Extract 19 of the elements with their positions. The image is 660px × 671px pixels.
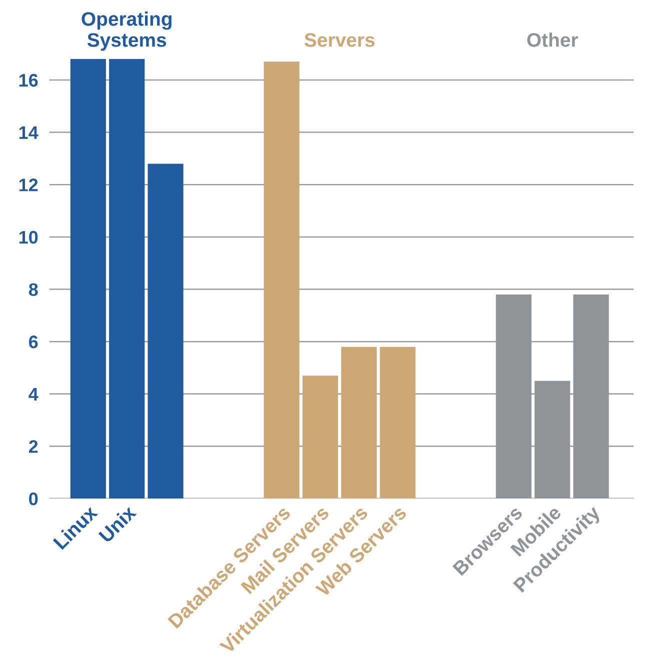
- y-tick-label: 0: [29, 492, 38, 506]
- bar: [341, 346, 377, 499]
- text: Servers: [304, 33, 374, 47]
- bar: [109, 59, 145, 499]
- text: Other: [527, 32, 578, 47]
- text: Operating Systems: [82, 12, 172, 51]
- y-tick-label: 14: [19, 126, 38, 139]
- bar: [380, 346, 416, 499]
- bar: [148, 164, 184, 499]
- y-tick-label: 8: [28, 283, 38, 296]
- y-tick-label: 10: [19, 230, 38, 244]
- y-tick-label: 16: [19, 74, 38, 87]
- bar: [70, 59, 106, 499]
- y-tick-label: 2: [28, 440, 38, 453]
- bar: [302, 376, 338, 499]
- y-tick-label: 6: [29, 336, 38, 348]
- y-tick-label: 12: [19, 178, 38, 192]
- y-tick-label: 4: [28, 388, 38, 400]
- bar: [264, 62, 300, 499]
